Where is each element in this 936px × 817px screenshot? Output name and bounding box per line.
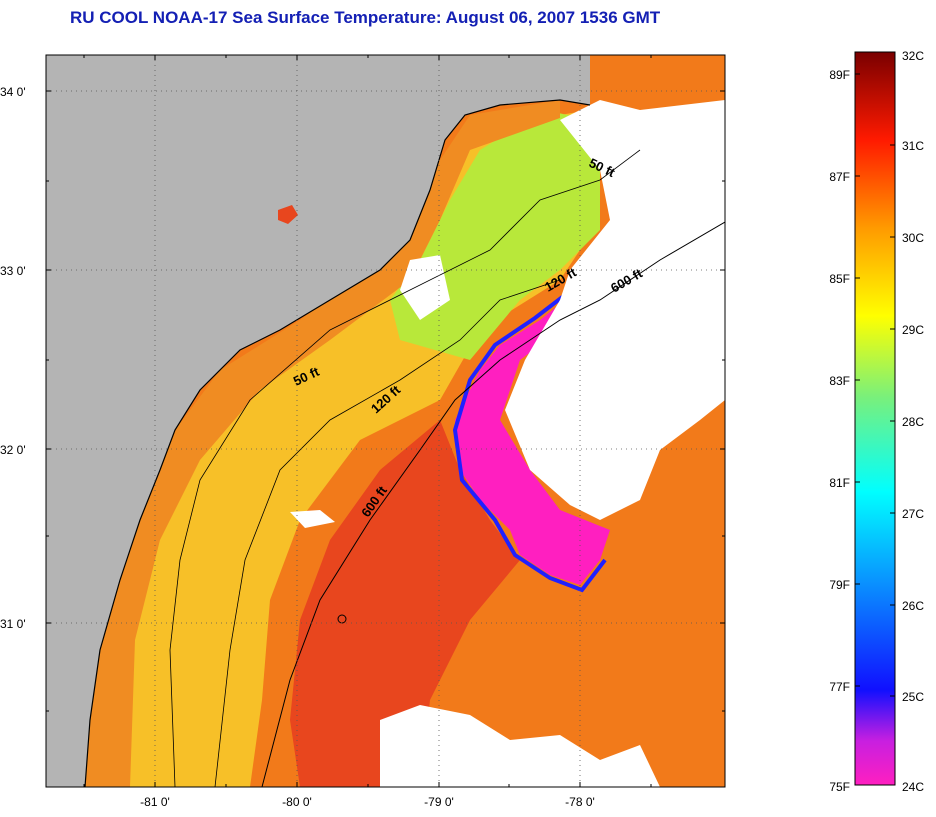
cb-f-89: 89F [829, 68, 850, 82]
lat-label-32: 32 0' [0, 443, 26, 457]
cloud-patch [290, 510, 335, 528]
lat-label-33: 33 0' [0, 264, 26, 278]
lon-label-81: -81 0' [140, 795, 170, 809]
isobath-600ft [261, 221, 725, 787]
lon-label-78: -78 0' [565, 795, 595, 809]
cb-f-83: 83F [829, 374, 850, 388]
cb-c-31: 31C [902, 139, 924, 153]
cb-c-30: 30C [902, 231, 924, 245]
cloud-cover-east [505, 100, 725, 520]
inland-lake [278, 205, 298, 224]
upwelling-cold-water [455, 300, 610, 585]
isobath-50ft [169, 149, 641, 787]
lat-label-31: 31 0' [0, 617, 26, 631]
cb-c-32: 32C [902, 49, 924, 63]
nearshore-warm-band [80, 100, 560, 787]
upwelling-edge [452, 293, 607, 593]
lon-label-79: -79 0' [424, 795, 454, 809]
lon-label-80: -80 0' [282, 795, 312, 809]
cb-c-26: 26C [902, 599, 924, 613]
isobath-120ft [214, 279, 561, 787]
cloud-cover-south [380, 705, 660, 787]
graticule [46, 55, 725, 787]
land-mass [46, 55, 590, 787]
cb-c-27: 27C [902, 507, 924, 521]
map-frame [45, 54, 726, 788]
colorbar [854, 51, 896, 786]
cb-c-29: 29C [902, 323, 924, 337]
cb-f-77: 77F [829, 680, 850, 694]
colorbar-ticks [855, 73, 895, 697]
cb-c-25: 25C [902, 690, 924, 704]
cb-f-81: 81F [829, 476, 850, 490]
lat-label-34: 34 0' [0, 85, 26, 99]
coastline [84, 99, 591, 787]
map-title: RU COOL NOAA-17 Sea Surface Temperature:… [70, 8, 661, 27]
cloud-cover-shelf [400, 255, 450, 320]
cb-f-75: 75F [829, 780, 850, 794]
cb-f-79: 79F [829, 578, 850, 592]
map-area [46, 55, 725, 787]
axis-ticks [46, 55, 725, 787]
cb-c-24: 24C [902, 780, 924, 794]
cb-c-28: 28C [902, 415, 924, 429]
gulf-stream-core [290, 420, 520, 787]
cb-f-85: 85F [829, 272, 850, 286]
cb-f-87: 87F [829, 170, 850, 184]
